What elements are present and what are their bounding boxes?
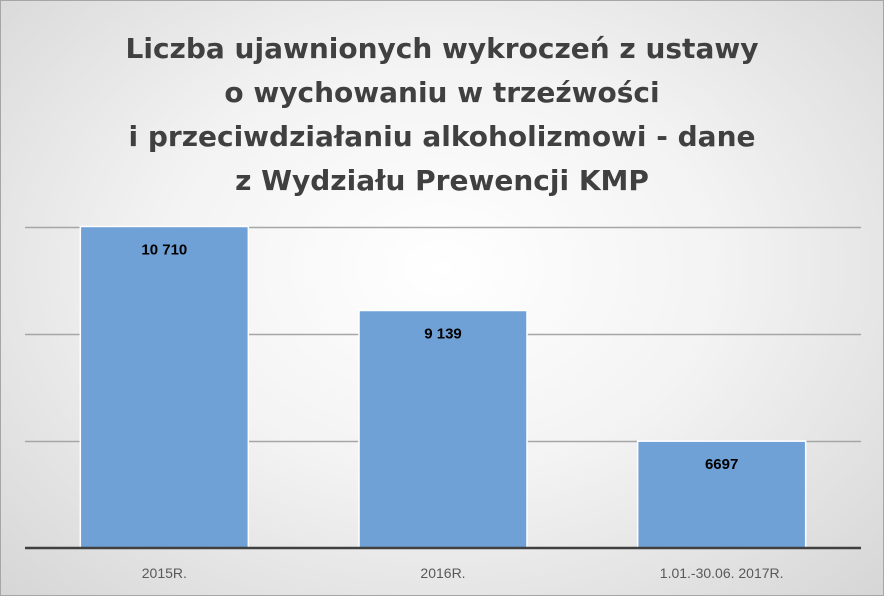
chart-title-line-2: o wychowaniu w trzeźwości (224, 76, 660, 109)
chart-title: Liczba ujawnionych wykroczeń z ustawy o … (61, 27, 823, 203)
chart-title-line-4: z Wydziału Prewencji KMP (235, 164, 649, 197)
x-tick-label-0: 2015R. (142, 565, 187, 581)
chart-title-line-1: Liczba ujawnionych wykroczeń z ustawy (125, 32, 759, 65)
bar-0 (79, 225, 250, 549)
data-label-0: 10 710 (141, 241, 187, 258)
data-label-1: 9 139 (424, 326, 462, 343)
data-label-2: 6697 (705, 456, 738, 473)
chart-title-line-3: i przeciwdziałaniu alkoholizmowi - dane (128, 120, 756, 153)
x-tick-label-2: 1.01.-30.06. 2017R. (660, 565, 784, 581)
x-tick-label-1: 2016R. (420, 565, 465, 581)
bar-2 (636, 440, 807, 549)
bar-1 (358, 309, 528, 549)
